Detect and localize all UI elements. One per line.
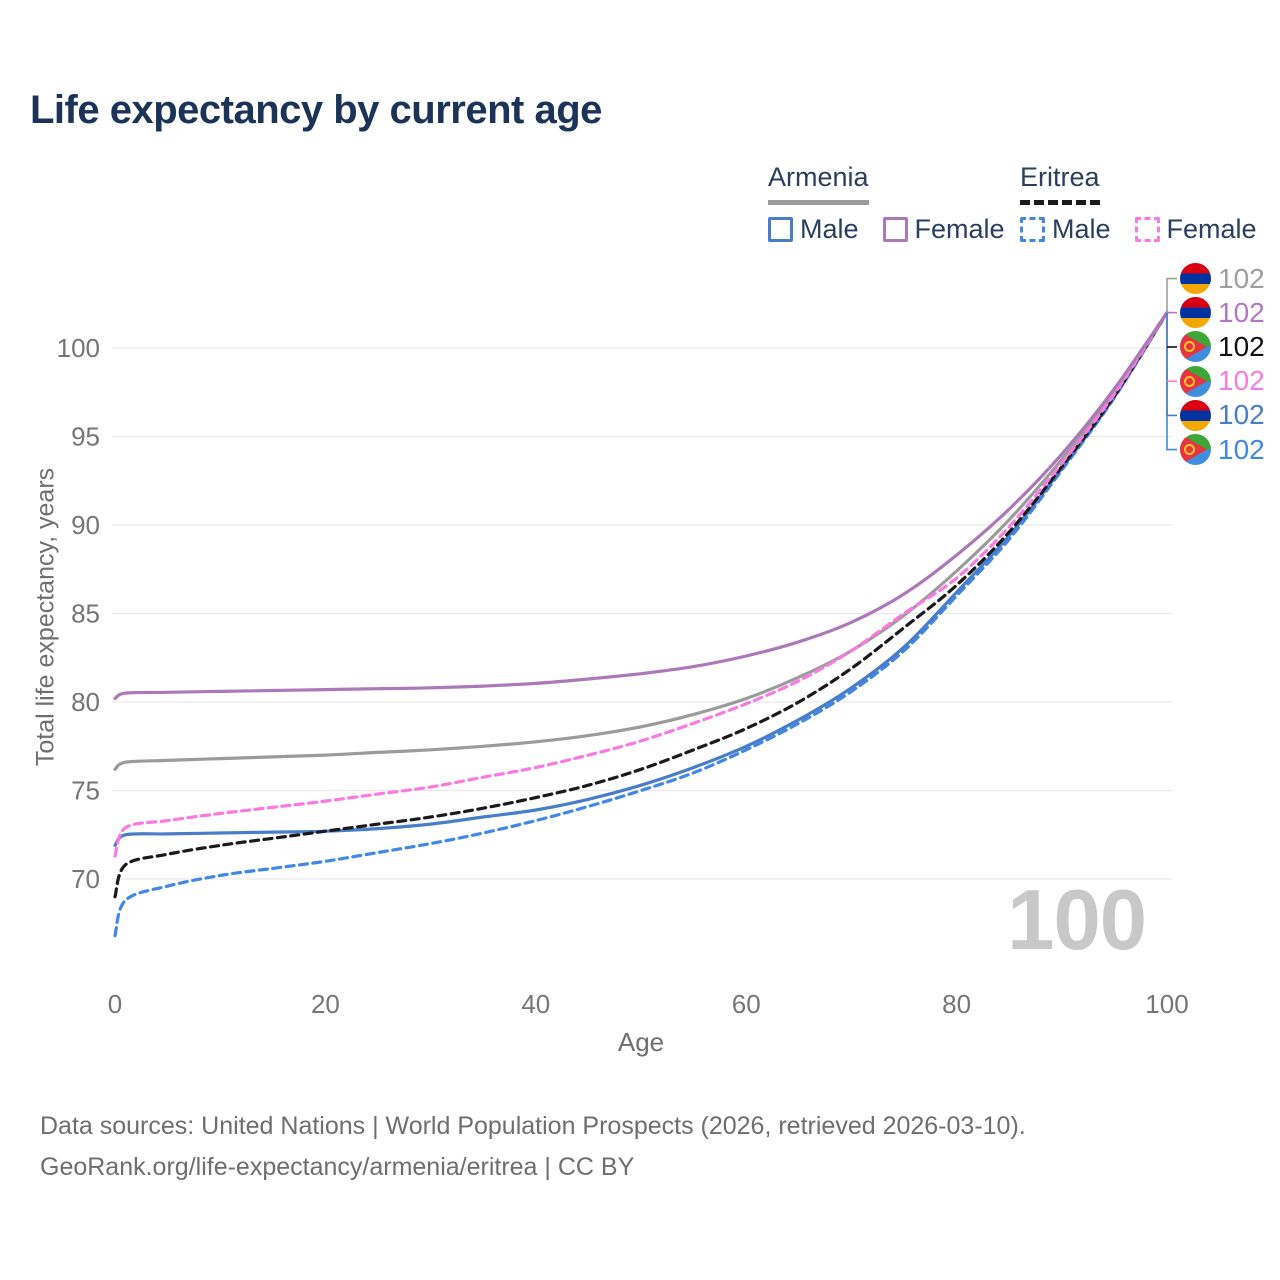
series-line-eritrea_female[interactable] (113, 311, 1169, 858)
age-watermark: 100 (1007, 873, 1147, 968)
end-label-row[interactable]: 102 (1180, 398, 1265, 432)
y-tick-label: 95 (71, 422, 100, 452)
armenia-male-swatch (768, 217, 793, 242)
end-label-row[interactable]: 102 (1180, 433, 1265, 467)
legend-item-label: Female (1166, 214, 1257, 244)
legend-item-eritrea-female[interactable]: Female (1134, 214, 1257, 245)
legend-item-armenia-female[interactable]: Female (882, 214, 1005, 245)
legend-group-armenia: Armenia Male Female (768, 162, 1005, 245)
eritrea-male-swatch (1020, 217, 1045, 242)
end-label-value: 102 (1218, 399, 1265, 431)
end-label-row[interactable]: 102 (1180, 364, 1265, 398)
end-label-value: 102 (1218, 365, 1265, 397)
x-tick-label: 0 (108, 989, 122, 1019)
legend-item-label: Male (1052, 214, 1111, 244)
series-line-armenia_both[interactable] (113, 311, 1169, 771)
footer: Data sources: United Nations | World Pop… (40, 1106, 1026, 1188)
y-tick-label: 100 (57, 333, 100, 363)
y-tick-label: 80 (71, 687, 100, 717)
x-axis-title: Age (617, 1027, 665, 1057)
flag-eritrea-icon (1180, 331, 1211, 363)
eritrea-female-swatch (1134, 217, 1160, 242)
flag-armenia-icon (1180, 399, 1211, 431)
eritrea-emblem (1184, 375, 1195, 387)
end-label-value: 102 (1218, 262, 1265, 294)
x-tick-label: 20 (311, 989, 340, 1019)
x-tick-label: 100 (1145, 989, 1188, 1019)
flag-armenia-icon (1180, 297, 1211, 329)
leader-line (1166, 312, 1177, 417)
y-tick-label: 75 (71, 776, 100, 806)
y-tick-label: 90 (71, 510, 100, 540)
flag-eritrea-icon (1180, 434, 1211, 465)
legend-item-eritrea-male[interactable]: Male (1020, 214, 1111, 245)
legend-country-eritrea[interactable]: Eritrea (1020, 162, 1100, 205)
end-label-row[interactable]: 102 (1180, 330, 1265, 364)
x-tick-label: 60 (732, 989, 761, 1019)
end-label-value: 102 (1218, 330, 1265, 362)
legend-group-eritrea: Eritrea Male Female (1020, 162, 1257, 245)
eritrea-emblem (1184, 341, 1195, 353)
end-label-row[interactable]: 102 (1180, 262, 1265, 296)
legend-item-label: Female (914, 214, 1005, 244)
eritrea-emblem (1184, 444, 1195, 455)
series-line-eritrea_both[interactable] (113, 311, 1169, 899)
armenia-female-swatch (882, 217, 908, 242)
end-label-row[interactable]: 102 (1180, 296, 1265, 330)
flag-eritrea-icon (1180, 365, 1211, 397)
flag-armenia-icon (1180, 263, 1211, 294)
series-line-armenia_male[interactable] (113, 311, 1169, 847)
footer-sources: Data sources: United Nations | World Pop… (40, 1112, 1026, 1140)
end-label-value: 102 (1218, 296, 1265, 328)
y-tick-label: 85 (71, 599, 100, 629)
legend-item-label: Male (800, 214, 859, 244)
end-label-value: 102 (1218, 433, 1265, 465)
series-line-eritrea_male[interactable] (113, 311, 1169, 938)
footer-attribution[interactable]: GeoRank.org/life-expectancy/armenia/erit… (40, 1153, 635, 1181)
leader-line (1166, 277, 1177, 313)
x-tick-label: 40 (521, 989, 550, 1019)
legend-country-armenia[interactable]: Armenia (768, 162, 869, 205)
x-tick-label: 80 (942, 989, 971, 1019)
y-tick-label: 70 (71, 864, 100, 894)
series-line-armenia_female[interactable] (113, 311, 1169, 701)
page-title: Life expectancy by current age (30, 88, 602, 132)
legend-item-armenia-male[interactable]: Male (768, 214, 859, 245)
